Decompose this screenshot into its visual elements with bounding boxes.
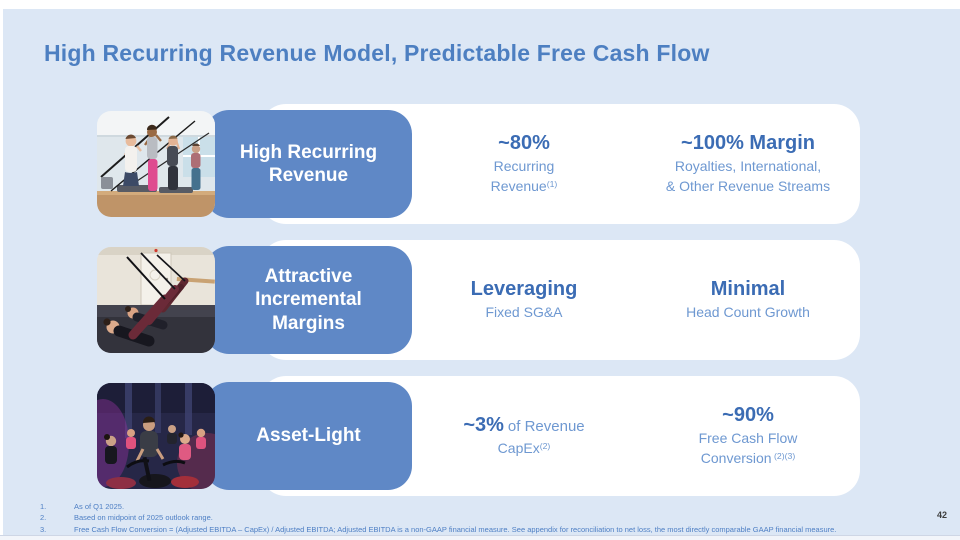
stat-label-line: & Other Revenue Streams [665,178,831,194]
stat-label-line: Conversion (2)(3) [700,450,796,466]
footnote-marker: (1) [546,179,558,190]
stat-margin-streams: ~100% Margin Royalties, International, &… [636,104,860,224]
footnote-2: 2. Based on midpoint of 2025 outlook ran… [40,512,925,523]
row-label-box: High Recurring Revenue [205,110,412,218]
stat-leveraging-sga: Leveraging Fixed SG&A [412,240,636,360]
footnote-1: 1. As of Q1 2025. [40,501,925,512]
stat-label-line: Fixed SG&A [485,304,563,320]
footnote-marker: (2) [539,441,551,452]
footnote-text: Free Cash Flow Conversion = (Adjusted EB… [74,524,837,534]
row-stats: ~80% Recurring Revenue(1) ~100% Margin R… [412,104,860,224]
row-stats: Leveraging Fixed SG&A Minimal Head Count… [412,240,860,360]
stat-fcf-conversion: ~90% Free Cash Flow Conversion (2)(3) [636,376,860,496]
stat-label-line: Recurring [493,158,555,174]
footnote-marker: (2)(3) [771,451,796,462]
slide-bottom-edge [0,535,960,540]
stat-headcount-growth: Minimal Head Count Growth [636,240,860,360]
row-label: Attractive Incremental Margins [255,266,362,334]
stat-label-line: Free Cash Flow [698,430,798,446]
row-label-box: Attractive Incremental Margins [205,246,412,354]
stat-value: ~3% of Revenue [463,414,585,436]
footnote-number: 2. [40,513,47,523]
pilates-band-class-photo [97,111,215,217]
stat-label-line: Revenue(1) [490,178,558,194]
footnotes: 1. As of Q1 2025. 2. Based on midpoint o… [40,501,925,535]
stat-value: ~90% [722,404,774,426]
row-label: Asset-Light [256,425,361,447]
footnote-text: As of Q1 2025. [74,502,125,511]
stat-label-line: CapEx(2) [497,440,551,456]
footnote-number: 1. [40,502,47,511]
row-label: High Recurring Revenue [239,141,378,186]
row-label-box: Asset-Light [205,382,412,490]
stat-label-line: Royalties, International, [674,158,822,174]
page-number: 42 [936,510,947,520]
feature-row-high-recurring-revenue: High Recurring Revenue [0,104,960,224]
stat-value: Leveraging [470,278,578,300]
slide-title: High Recurring Revenue Model, Predictabl… [44,40,710,66]
row-stats: ~3% of Revenue CapEx(2) ~90% Free Cash Fl… [412,376,860,496]
spin-class-illustration [97,383,215,489]
stat-value: ~100% Margin [681,132,815,154]
stat-value: ~80% [498,132,550,154]
spin-class-photo [97,383,215,489]
stat-value: Minimal [710,278,786,300]
footnote-text: Based on midpoint of 2025 outlook range. [74,513,213,523]
mat-stretch-class-illustration [97,247,215,353]
footnote-number: 3. [40,524,47,534]
pilates-band-class-illustration [97,111,215,217]
feature-row-asset-light: Asset-Light ~ [0,376,960,496]
mat-stretch-class-photo [97,247,215,353]
stat-recurring-revenue: ~80% Recurring Revenue(1) [412,104,636,224]
stat-capex: ~3% of Revenue CapEx(2) [412,376,636,496]
footnote-3: 3. Free Cash Flow Conversion = (Adjusted… [40,524,925,535]
feature-row-incremental-margins: Attractive Incremental Margins [0,240,960,360]
stat-label-line: Head Count Growth [686,304,810,320]
